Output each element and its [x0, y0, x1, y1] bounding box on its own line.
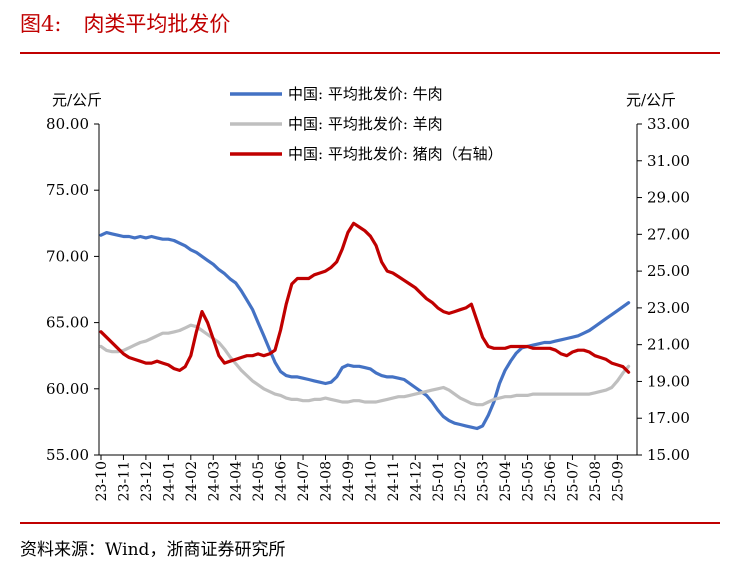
x-axis-tick-label: 25-08 — [588, 461, 604, 501]
legend-pork-label: 中国: 平均批发价: 猪肉（右轴） — [288, 145, 503, 163]
source-divider — [20, 522, 720, 524]
beef-line — [99, 231, 631, 431]
right-axis-unit: 元/公斤 — [626, 91, 676, 109]
left-axis-tick-label: 80.00 — [46, 115, 89, 133]
x-axis-tick-label: 24-12 — [408, 461, 424, 501]
title-divider — [20, 52, 720, 54]
x-axis-tick-label: 25-03 — [476, 461, 492, 501]
legend-mutton-label: 中国: 平均批发价: 羊肉 — [288, 115, 443, 133]
right-axis-tick-label: 21.00 — [647, 336, 690, 354]
x-axis-tick-label: 24-11 — [386, 461, 402, 501]
x-axis-tick-label: 24-03 — [206, 461, 222, 501]
left-axis-tick-label: 55.00 — [46, 446, 89, 464]
left-axis-tick-label: 75.00 — [46, 181, 89, 199]
figure-title-text: 肉类平均批发价 — [83, 12, 231, 36]
right-axis-tick-label: 15.00 — [647, 446, 690, 464]
mutton-line — [99, 323, 631, 407]
x-axis-tick-label: 23-10 — [94, 461, 110, 501]
right-axis-tick-label: 23.00 — [647, 299, 690, 317]
x-axis-tick-label: 24-07 — [296, 461, 312, 501]
x-axis-tick-label: 24-02 — [184, 461, 200, 501]
x-axis-tick-label: 24-09 — [341, 461, 357, 501]
x-axis-tick-label: 24-10 — [363, 461, 379, 501]
x-axis-tick-label: 25-01 — [431, 461, 447, 501]
x-axis-tick-label: 25-07 — [565, 461, 581, 501]
x-axis-tick-label: 24-05 — [251, 461, 267, 501]
right-axis-tick-label: 31.00 — [647, 152, 690, 170]
legend-beef-label: 中国: 平均批发价: 牛肉 — [288, 85, 443, 103]
x-axis-tick-label: 25-04 — [498, 461, 514, 501]
left-axis-unit: 元/公斤 — [52, 91, 102, 109]
x-axis-tick-label: 24-06 — [274, 461, 290, 501]
x-axis-tick-label: 25-02 — [453, 461, 469, 501]
x-axis-tick-label: 25-09 — [610, 461, 626, 501]
right-axis-tick-label: 29.00 — [647, 189, 690, 207]
source-note: 资料来源：Wind，浙商证券研究所 — [20, 540, 286, 560]
x-axis-tick-label: 24-08 — [319, 461, 335, 501]
x-axis-tick-label: 24-04 — [229, 461, 245, 501]
x-axis-tick-label: 23-11 — [116, 461, 132, 501]
right-axis-tick-label: 33.00 — [647, 115, 690, 133]
figure-number: 图4: — [20, 12, 62, 36]
figure-title: 图4: 肉类平均批发价 — [20, 8, 230, 38]
x-axis-tick-label: 23-12 — [139, 461, 155, 501]
left-axis-tick-label: 70.00 — [46, 247, 89, 265]
right-axis-tick-label: 17.00 — [647, 409, 690, 427]
pork-line — [99, 221, 631, 374]
right-axis-tick-label: 27.00 — [647, 225, 690, 243]
left-axis-tick-label: 65.00 — [46, 314, 89, 332]
left-axis-tick-label: 60.00 — [46, 380, 89, 398]
x-axis-tick-label: 25-05 — [521, 461, 537, 501]
right-axis-tick-label: 25.00 — [647, 262, 690, 280]
right-axis-tick-label: 19.00 — [647, 372, 690, 390]
x-axis-tick-label: 25-06 — [543, 461, 559, 501]
x-axis-tick-label: 24-01 — [161, 461, 177, 501]
